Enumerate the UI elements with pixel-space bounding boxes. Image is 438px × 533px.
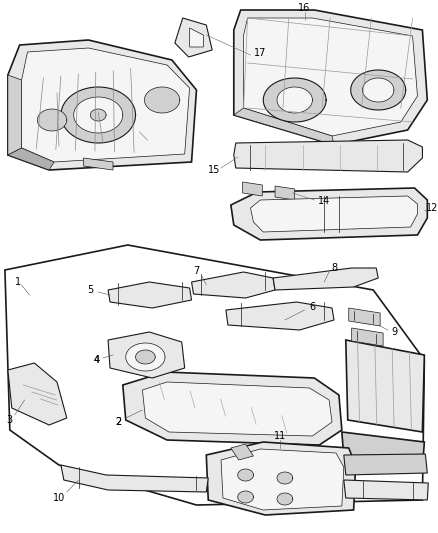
Polygon shape	[344, 480, 428, 500]
Polygon shape	[21, 48, 190, 162]
Polygon shape	[342, 432, 424, 468]
Text: 6: 6	[309, 302, 315, 312]
Polygon shape	[61, 465, 208, 492]
Polygon shape	[277, 472, 293, 484]
Polygon shape	[226, 302, 334, 330]
Polygon shape	[277, 87, 312, 113]
Text: 15: 15	[208, 165, 220, 175]
Polygon shape	[234, 140, 422, 172]
Text: 3: 3	[7, 415, 13, 425]
Polygon shape	[243, 182, 262, 196]
Polygon shape	[251, 196, 417, 232]
Polygon shape	[8, 75, 21, 155]
Polygon shape	[352, 328, 383, 346]
Polygon shape	[190, 28, 203, 47]
Polygon shape	[277, 493, 293, 505]
Polygon shape	[273, 268, 378, 290]
Polygon shape	[90, 109, 106, 121]
Polygon shape	[275, 186, 295, 200]
Polygon shape	[8, 363, 67, 425]
Polygon shape	[234, 10, 427, 145]
Text: 5: 5	[87, 285, 93, 295]
Polygon shape	[238, 491, 254, 503]
Text: 9: 9	[392, 327, 398, 337]
Polygon shape	[349, 308, 380, 326]
Polygon shape	[74, 97, 123, 133]
Text: 14: 14	[318, 196, 330, 206]
Text: 1: 1	[14, 277, 21, 287]
Text: 7: 7	[193, 266, 200, 276]
Text: 12: 12	[426, 203, 438, 213]
Polygon shape	[363, 78, 394, 102]
Polygon shape	[244, 18, 417, 136]
Polygon shape	[221, 449, 344, 510]
Polygon shape	[346, 340, 424, 432]
Polygon shape	[231, 444, 254, 460]
Polygon shape	[61, 87, 136, 143]
Polygon shape	[238, 469, 254, 481]
Polygon shape	[8, 148, 54, 170]
Text: 2: 2	[115, 417, 121, 427]
Polygon shape	[175, 18, 212, 57]
Polygon shape	[344, 454, 427, 475]
Text: 16: 16	[298, 3, 311, 13]
Text: 8: 8	[331, 263, 337, 273]
Text: 4: 4	[93, 355, 99, 365]
Polygon shape	[351, 70, 406, 110]
Text: 17: 17	[254, 48, 266, 58]
Polygon shape	[231, 188, 427, 240]
Polygon shape	[136, 350, 155, 364]
Text: 4: 4	[93, 355, 99, 365]
Polygon shape	[206, 442, 356, 515]
Polygon shape	[8, 40, 197, 170]
Polygon shape	[108, 332, 185, 378]
Polygon shape	[126, 343, 165, 371]
Polygon shape	[145, 87, 180, 113]
Polygon shape	[234, 108, 334, 145]
Polygon shape	[263, 78, 326, 122]
Polygon shape	[37, 109, 67, 131]
Polygon shape	[191, 272, 275, 298]
Text: 10: 10	[53, 493, 65, 503]
Text: 2: 2	[115, 417, 121, 427]
Polygon shape	[123, 372, 342, 445]
Polygon shape	[84, 158, 113, 170]
Text: 11: 11	[274, 431, 286, 441]
Polygon shape	[142, 382, 332, 436]
Polygon shape	[108, 282, 191, 308]
